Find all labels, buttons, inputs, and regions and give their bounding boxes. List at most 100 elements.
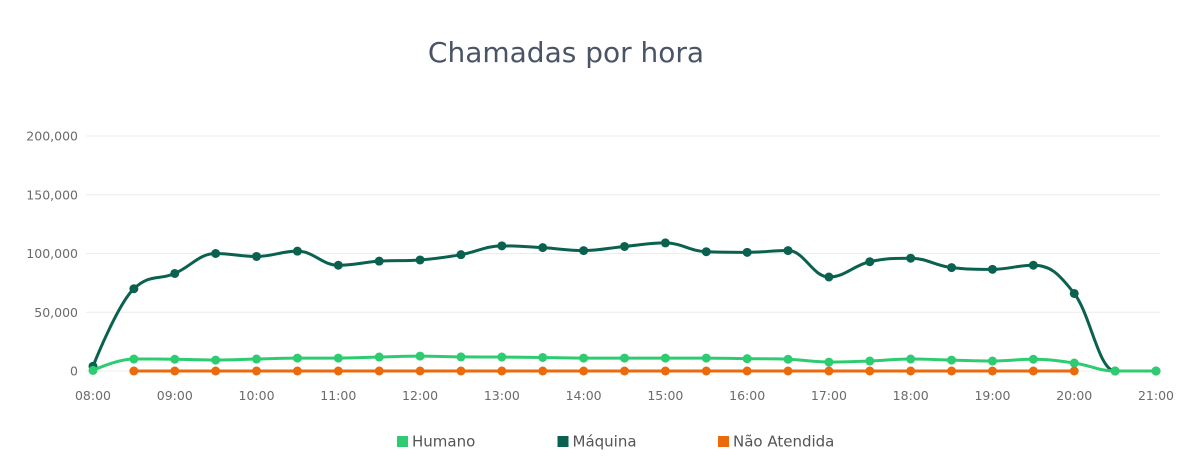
data-point[interactable] bbox=[1069, 366, 1079, 376]
data-point[interactable] bbox=[947, 366, 957, 376]
data-point[interactable] bbox=[783, 366, 793, 376]
data-point[interactable] bbox=[456, 352, 466, 362]
data-point[interactable] bbox=[374, 366, 384, 376]
data-point[interactable] bbox=[620, 353, 629, 363]
data-point[interactable] bbox=[1028, 260, 1038, 270]
data-point[interactable] bbox=[987, 366, 997, 376]
x-tick-label: 15:00 bbox=[647, 388, 683, 403]
data-point[interactable] bbox=[701, 247, 711, 257]
legend-item-nao-atendida[interactable]: Não Atendida bbox=[718, 433, 834, 451]
data-point[interactable] bbox=[497, 366, 507, 376]
data-point[interactable] bbox=[1069, 358, 1079, 368]
data-point[interactable] bbox=[211, 249, 221, 258]
data-point[interactable] bbox=[456, 366, 466, 376]
data-point[interactable] bbox=[538, 352, 548, 362]
legend-label: Máquina bbox=[573, 433, 637, 451]
x-tick-label: 19:00 bbox=[974, 388, 1010, 403]
data-point[interactable] bbox=[292, 366, 302, 376]
data-point[interactable] bbox=[88, 365, 98, 375]
data-point[interactable] bbox=[987, 264, 997, 274]
data-point[interactable] bbox=[742, 354, 752, 364]
data-point[interactable] bbox=[865, 356, 875, 366]
data-point[interactable] bbox=[824, 366, 834, 376]
data-point[interactable] bbox=[579, 353, 589, 363]
x-tick-label: 11:00 bbox=[320, 388, 356, 403]
data-point[interactable] bbox=[415, 366, 425, 376]
data-point[interactable] bbox=[333, 260, 343, 270]
series-line bbox=[91, 241, 1158, 373]
data-point[interactable] bbox=[906, 253, 916, 263]
data-point[interactable] bbox=[701, 353, 711, 363]
series-maquina bbox=[88, 238, 1161, 376]
data-point[interactable] bbox=[129, 354, 139, 364]
x-tick-label: 18:00 bbox=[893, 388, 929, 403]
data-point[interactable] bbox=[701, 366, 711, 376]
data-point[interactable] bbox=[1028, 354, 1038, 364]
data-point[interactable] bbox=[947, 355, 957, 365]
data-point[interactable] bbox=[824, 357, 834, 367]
y-tick-label: 0 bbox=[70, 364, 78, 379]
data-point[interactable] bbox=[783, 354, 793, 364]
y-tick-label: 100,000 bbox=[26, 246, 78, 261]
x-tick-label: 14:00 bbox=[566, 388, 602, 403]
data-point[interactable] bbox=[374, 352, 384, 362]
data-point[interactable] bbox=[906, 366, 916, 376]
legend-item-humano[interactable]: Humano bbox=[397, 433, 475, 451]
data-point[interactable] bbox=[415, 351, 425, 361]
legend-label: Não Atendida bbox=[733, 433, 834, 451]
data-point[interactable] bbox=[987, 356, 997, 366]
data-point[interactable] bbox=[742, 247, 752, 257]
x-tick-label: 08:00 bbox=[75, 388, 111, 403]
data-point[interactable] bbox=[170, 366, 180, 376]
data-point[interactable] bbox=[333, 353, 343, 363]
data-point[interactable] bbox=[170, 354, 180, 364]
x-tick-label: 20:00 bbox=[1056, 388, 1092, 403]
data-point[interactable] bbox=[865, 257, 875, 267]
data-point[interactable] bbox=[374, 256, 384, 266]
data-point[interactable] bbox=[292, 246, 302, 256]
data-point[interactable] bbox=[292, 353, 302, 363]
data-point[interactable] bbox=[660, 238, 670, 248]
data-point[interactable] bbox=[538, 243, 548, 253]
data-point[interactable] bbox=[660, 353, 670, 363]
data-point[interactable] bbox=[824, 272, 834, 282]
data-point[interactable] bbox=[1151, 366, 1161, 376]
data-point[interactable] bbox=[538, 366, 548, 376]
x-tick-label: 12:00 bbox=[402, 388, 438, 403]
data-point[interactable] bbox=[129, 284, 139, 294]
data-point[interactable] bbox=[906, 354, 916, 364]
data-point[interactable] bbox=[497, 352, 507, 362]
y-tick-label: 150,000 bbox=[26, 187, 78, 202]
data-point[interactable] bbox=[497, 241, 507, 251]
data-point[interactable] bbox=[947, 263, 957, 273]
data-point[interactable] bbox=[742, 366, 752, 376]
data-point[interactable] bbox=[1028, 366, 1038, 376]
data-point[interactable] bbox=[865, 366, 875, 376]
legend-label: Humano bbox=[412, 433, 475, 451]
data-point[interactable] bbox=[456, 250, 466, 260]
data-point[interactable] bbox=[415, 255, 425, 265]
legend-swatch bbox=[397, 436, 408, 447]
data-point[interactable] bbox=[579, 246, 589, 256]
data-point[interactable] bbox=[211, 355, 221, 365]
data-point[interactable] bbox=[620, 366, 629, 376]
data-point[interactable] bbox=[1069, 288, 1079, 298]
data-point[interactable] bbox=[333, 366, 343, 376]
y-tick-label: 50,000 bbox=[34, 305, 78, 320]
data-point[interactable] bbox=[170, 268, 180, 278]
x-tick-label: 13:00 bbox=[484, 388, 520, 403]
data-point[interactable] bbox=[252, 366, 262, 376]
data-point[interactable] bbox=[1110, 366, 1120, 376]
legend-swatch bbox=[557, 436, 569, 447]
legend-item-maquina[interactable]: Máquina bbox=[557, 433, 637, 451]
data-point[interactable] bbox=[211, 366, 221, 376]
data-point[interactable] bbox=[783, 246, 793, 256]
data-point[interactable] bbox=[620, 241, 629, 251]
data-point[interactable] bbox=[252, 251, 262, 261]
data-point[interactable] bbox=[660, 366, 670, 376]
data-point[interactable] bbox=[129, 366, 139, 376]
x-tick-label: 21:00 bbox=[1138, 388, 1174, 403]
data-point[interactable] bbox=[579, 366, 589, 376]
data-point[interactable] bbox=[252, 354, 262, 364]
